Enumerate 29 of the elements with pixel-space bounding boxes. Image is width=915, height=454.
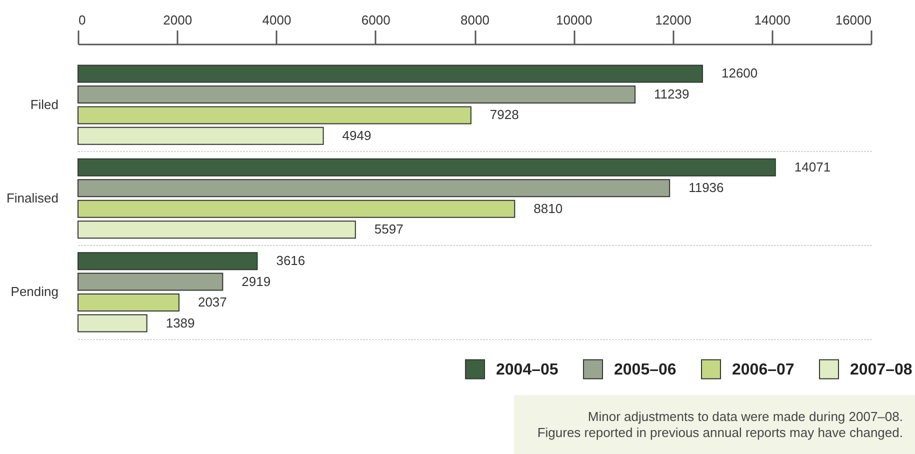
text: Minor adjustments to data were made during 2007–08. Figures reported in previous annual reports may have changed. [537,409,903,440]
x-tick-label: 12000 [655,12,692,28]
x-tick-label: 14000 [754,12,790,28]
data-label: 11239 [654,86,690,102]
legend-label: 2004–05 [496,361,558,378]
data-label: 1389 [166,315,195,330]
data-label: 8810 [534,200,563,216]
x-tick-label: 10000 [556,12,592,28]
data-label: 12600 [721,66,758,81]
x-tick-label: 2000 [163,12,192,28]
data-label: 5597 [374,222,404,237]
x-tick-label: 4000 [262,12,292,28]
x-tick-label: 16000 [835,12,872,28]
legend-label: 2005–06 [614,361,676,378]
data-label: 7928 [490,107,519,122]
y-tick-label: Finalised [6,190,58,206]
data-label: 14071 [794,159,831,174]
data-label: 2919 [242,274,271,289]
legend-label: 2007–08 [850,361,912,378]
x-tick-label: 8000 [460,12,490,28]
data-label: 11936 [688,180,724,196]
x-tick-label: 0 [78,12,86,28]
y-tick-label: Filed [30,96,58,112]
data-label: 4949 [342,128,372,143]
y-tick-label: Pending [10,284,58,300]
legend-label: 2006–07 [732,361,794,378]
x-tick-label: 6000 [361,12,390,28]
data-label: 3616 [276,253,306,268]
data-label: 2037 [198,294,227,310]
